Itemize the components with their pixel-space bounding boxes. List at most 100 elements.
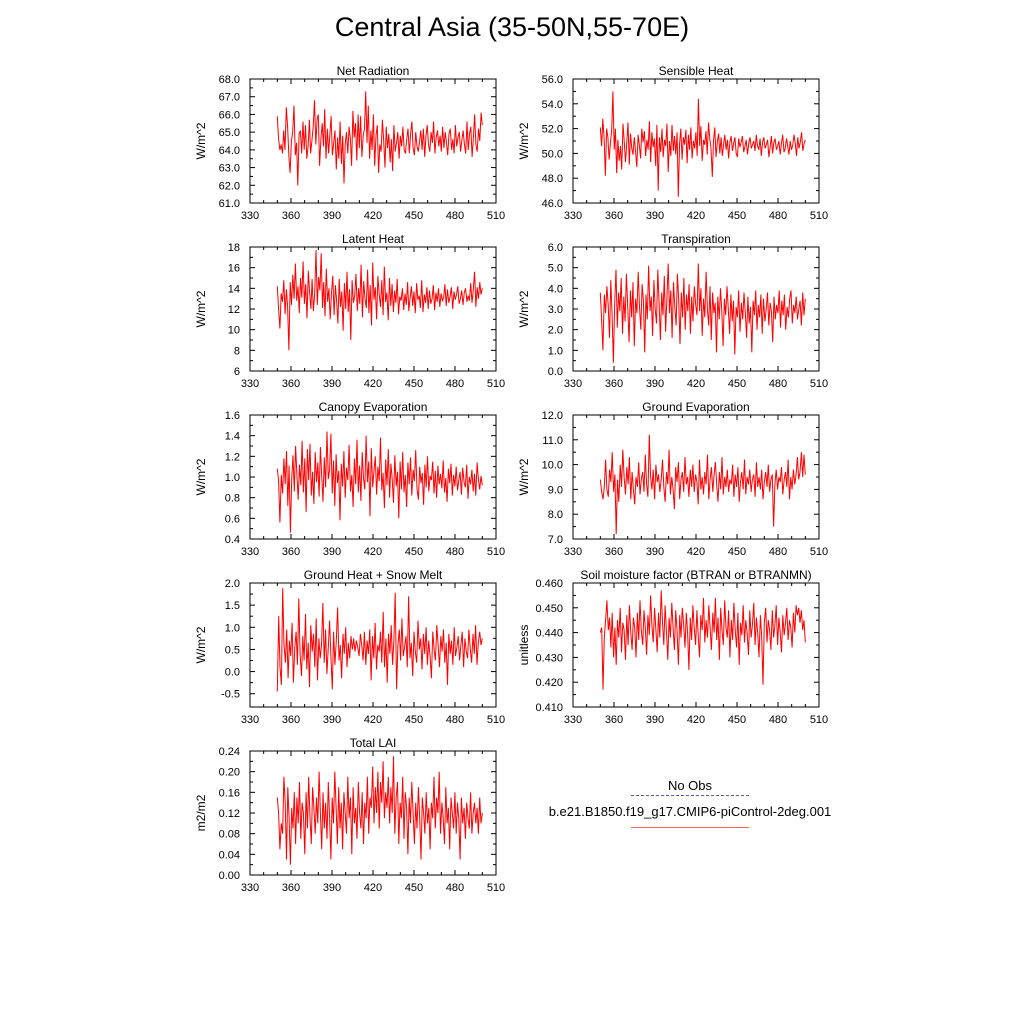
x-tick-label: 360 bbox=[282, 546, 300, 558]
x-tick-label: 480 bbox=[446, 882, 464, 894]
x-tick-label: 330 bbox=[564, 378, 582, 390]
plot-frame bbox=[249, 78, 497, 204]
x-tick-label: 420 bbox=[364, 714, 382, 726]
panel-title: Net Radiation bbox=[337, 64, 410, 78]
y-tick-label: 0.5 bbox=[225, 644, 240, 656]
y-tick-label: 0.460 bbox=[535, 578, 563, 590]
x-tick-label: 510 bbox=[810, 210, 828, 222]
x-tick-label: 420 bbox=[687, 210, 705, 222]
y-tick-label: 5.0 bbox=[548, 263, 563, 275]
y-tick-label: 54.0 bbox=[542, 99, 563, 111]
y-axis-label: W/m^2 bbox=[517, 290, 531, 327]
x-tick-label: 420 bbox=[364, 210, 382, 222]
y-tick-label: 48.0 bbox=[542, 173, 563, 185]
panel-title: Total LAI bbox=[350, 736, 397, 750]
y-tick-label: 52.0 bbox=[542, 124, 563, 136]
y-tick-label: 1.0 bbox=[548, 345, 563, 357]
y-tick-label: 0.0 bbox=[225, 667, 240, 679]
y-tick-label: 50.0 bbox=[542, 148, 563, 160]
x-tick-label: 510 bbox=[487, 378, 505, 390]
y-tick-label: 68.0 bbox=[219, 74, 240, 86]
panel-title: Ground Heat + Snow Melt bbox=[304, 568, 443, 582]
y-tick-label: 11.0 bbox=[542, 435, 563, 447]
y-tick-label: 8.0 bbox=[548, 509, 563, 521]
y-tick-label: 1.0 bbox=[225, 472, 240, 484]
x-tick-label: 330 bbox=[241, 714, 259, 726]
panel-title: Soil moisture factor (BTRAN or BTRANMN) bbox=[580, 568, 811, 582]
x-tick-label: 450 bbox=[405, 378, 423, 390]
x-tick-label: 450 bbox=[405, 882, 423, 894]
y-tick-label: 0.4 bbox=[225, 534, 240, 546]
y-tick-label: 0.420 bbox=[535, 677, 563, 689]
x-tick-label: 450 bbox=[405, 546, 423, 558]
x-tick-label: 420 bbox=[687, 546, 705, 558]
x-tick-label: 480 bbox=[446, 210, 464, 222]
y-tick-label: 0.450 bbox=[535, 603, 563, 615]
y-tick-label: 12 bbox=[228, 304, 240, 316]
y-tick-label: 65.0 bbox=[219, 127, 240, 139]
x-tick-label: 480 bbox=[769, 210, 787, 222]
y-tick-label: 18 bbox=[228, 242, 240, 254]
y-tick-label: 8 bbox=[234, 345, 240, 357]
y-tick-label: 10 bbox=[228, 325, 240, 337]
legend-obs-swatch bbox=[631, 795, 749, 796]
figure-title: Central Asia (35-50N,55-70E) bbox=[334, 12, 690, 42]
x-tick-label: 420 bbox=[364, 882, 382, 894]
y-axis-label: W/m^2 bbox=[517, 458, 531, 495]
y-tick-label: 10.0 bbox=[542, 460, 563, 472]
y-axis-label: W/m^2 bbox=[194, 458, 208, 495]
y-tick-label: 0.410 bbox=[535, 702, 563, 714]
y-tick-label: 0.440 bbox=[535, 628, 563, 640]
x-tick-label: 390 bbox=[323, 210, 341, 222]
y-tick-label: 0.0 bbox=[548, 366, 563, 378]
x-tick-label: 450 bbox=[728, 210, 746, 222]
y-tick-label: 0.24 bbox=[219, 746, 240, 758]
x-tick-label: 360 bbox=[605, 210, 623, 222]
x-tick-label: 360 bbox=[282, 714, 300, 726]
y-axis-label: W/m^2 bbox=[194, 290, 208, 327]
x-tick-label: 390 bbox=[323, 378, 341, 390]
series-line bbox=[599, 590, 806, 690]
y-tick-label: 61.0 bbox=[219, 198, 240, 210]
legend: No Obs b.e21.B1850.f19_g17.CMIP6-piContr… bbox=[520, 778, 860, 828]
x-tick-label: 390 bbox=[646, 210, 664, 222]
x-tick-label: 510 bbox=[810, 714, 828, 726]
y-tick-label: 56.0 bbox=[542, 74, 563, 86]
y-tick-label: 16 bbox=[228, 263, 240, 275]
x-tick-label: 360 bbox=[282, 210, 300, 222]
x-tick-label: 480 bbox=[769, 546, 787, 558]
x-tick-label: 330 bbox=[241, 882, 259, 894]
y-tick-label: 6 bbox=[234, 366, 240, 378]
y-tick-label: 0.430 bbox=[535, 652, 563, 664]
x-tick-label: 330 bbox=[564, 546, 582, 558]
x-tick-label: 450 bbox=[728, 546, 746, 558]
series-line bbox=[599, 434, 806, 535]
x-tick-label: 360 bbox=[282, 378, 300, 390]
series-line bbox=[276, 756, 483, 865]
y-tick-label: 0.8 bbox=[225, 493, 240, 505]
x-tick-label: 330 bbox=[241, 210, 259, 222]
y-tick-label: 1.4 bbox=[225, 431, 240, 443]
x-tick-label: 480 bbox=[446, 714, 464, 726]
x-tick-label: 330 bbox=[564, 714, 582, 726]
y-tick-label: 12.0 bbox=[542, 410, 563, 422]
x-tick-label: 510 bbox=[487, 546, 505, 558]
x-tick-label: 330 bbox=[564, 210, 582, 222]
series-line bbox=[276, 91, 483, 186]
legend-obs-label: No Obs bbox=[667, 778, 713, 793]
panel-title: Canopy Evaporation bbox=[319, 400, 428, 414]
x-tick-label: 510 bbox=[487, 210, 505, 222]
y-axis-label: W/m^2 bbox=[194, 626, 208, 663]
legend-model-swatch bbox=[631, 827, 749, 828]
y-tick-label: 9.0 bbox=[548, 484, 563, 496]
x-tick-label: 420 bbox=[364, 378, 382, 390]
x-tick-label: 510 bbox=[810, 546, 828, 558]
x-tick-label: 390 bbox=[323, 546, 341, 558]
y-tick-label: 66.0 bbox=[219, 109, 240, 121]
x-tick-label: 510 bbox=[810, 378, 828, 390]
y-tick-label: 0.12 bbox=[219, 808, 240, 820]
x-tick-label: 390 bbox=[646, 378, 664, 390]
y-tick-label: 0.00 bbox=[219, 870, 240, 882]
x-tick-label: 450 bbox=[728, 378, 746, 390]
panel-title: Ground Evaporation bbox=[642, 400, 749, 414]
